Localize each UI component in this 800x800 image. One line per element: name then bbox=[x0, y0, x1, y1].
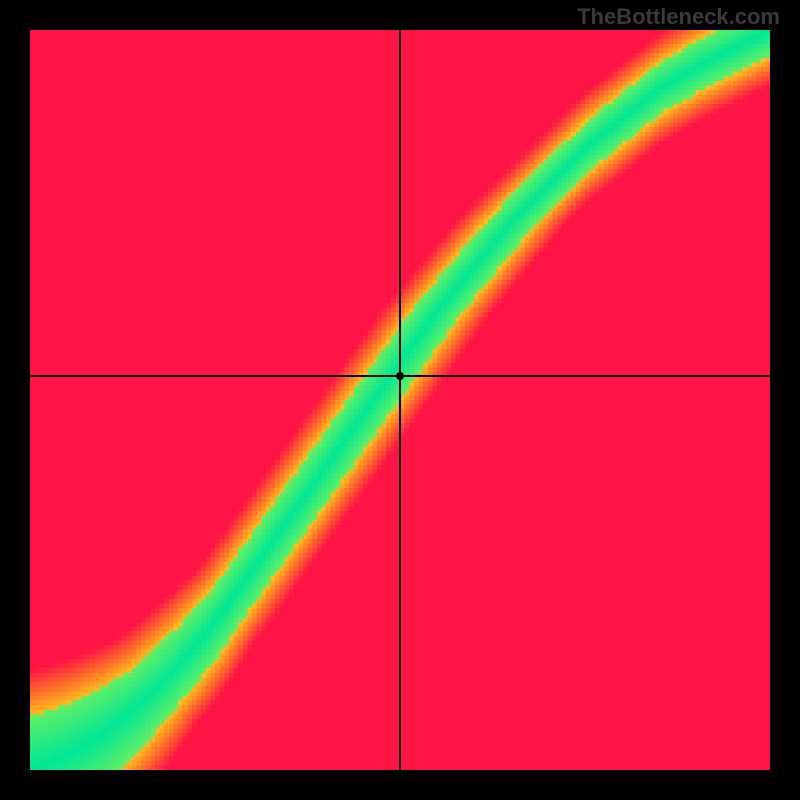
chart-container: TheBottleneck.com bbox=[0, 0, 800, 800]
watermark-text: TheBottleneck.com bbox=[577, 4, 780, 30]
crosshair-vertical bbox=[399, 30, 401, 770]
crosshair-marker bbox=[396, 372, 404, 380]
